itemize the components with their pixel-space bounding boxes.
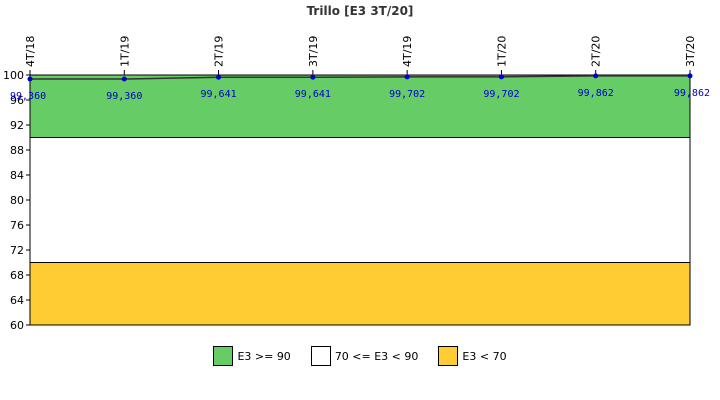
chart-title: Trillo [E3 3T/20] [307,4,414,18]
x-tick-label: 1T/20 [495,36,508,67]
x-tick-label: 2T/20 [590,36,603,67]
y-tick-label: 84 [10,169,24,182]
y-tick-label: 68 [10,269,24,282]
chart-canvas: Trillo [E3 3T/20] 60 64 68 72 76 80 84 88 92 96 10… [3,4,710,332]
x-tick-label: 4T/18 [24,36,37,67]
legend-swatch [213,346,234,366]
band-1 [29,137,691,263]
legend-label: E3 >= 90 [237,349,291,363]
data-label: 99,641 [201,89,237,100]
legend-label: E3 < 70 [462,349,507,363]
data-label: 99,862 [578,88,614,99]
data-point [593,73,599,79]
y-tick-label: 64 [10,294,24,307]
data-label: 99,641 [295,89,331,100]
y-tick-label: 60 [10,319,24,332]
legend-item: E3 < 70 [438,346,507,366]
data-point [121,76,127,82]
band-0 [29,74,691,138]
y-tick-label: 100 [3,69,24,82]
series-line [27,73,693,82]
data-point [498,74,504,80]
x-tick-label: 3T/19 [307,36,320,67]
y-tick-label: 76 [10,219,24,232]
data-label: 99,862 [674,88,710,99]
legend: E3 >= 90 70 <= E3 < 90 E3 < 70 [0,344,720,368]
x-tick-label: 3T/20 [684,36,697,67]
y-tick-label: 80 [10,194,24,207]
data-label: 99,702 [389,89,425,100]
data-labels: 99,360 99,360 99,641 99,641 99,702 99,702 99,8… [10,88,710,102]
x-tick-label: 4T/19 [401,36,414,67]
data-point [404,74,410,80]
x-tick-label: 1T/19 [118,36,131,67]
y-tick-label: 96 [10,94,24,107]
legend-swatch [310,346,331,366]
data-point [27,76,33,82]
data-point [310,74,316,80]
x-tick-label: 2T/19 [213,36,226,67]
data-point [216,74,222,80]
data-point [687,73,693,79]
y-tick-label: 92 [10,119,24,132]
data-label: 99,360 [10,91,46,102]
data-label: 99,360 [106,91,142,102]
series-line-0 [30,75,690,80]
y-axis: 60 64 68 72 76 80 84 88 92 96 100 [3,69,31,332]
threshold-bands [29,74,691,326]
y-tick-label: 72 [10,244,24,257]
legend-item: 70 <= E3 < 90 [310,346,419,366]
x-axis: 4T/18 1T/19 2T/19 3T/19 4T/19 1T/20 2T/20 3T/20 [24,36,697,326]
y-tick-label: 88 [10,144,24,157]
legend-item: E3 >= 90 [213,346,291,366]
data-label: 99,702 [483,89,519,100]
legend-label: 70 <= E3 < 90 [334,349,419,363]
legend-swatch [438,346,459,366]
band-2 [29,262,691,326]
